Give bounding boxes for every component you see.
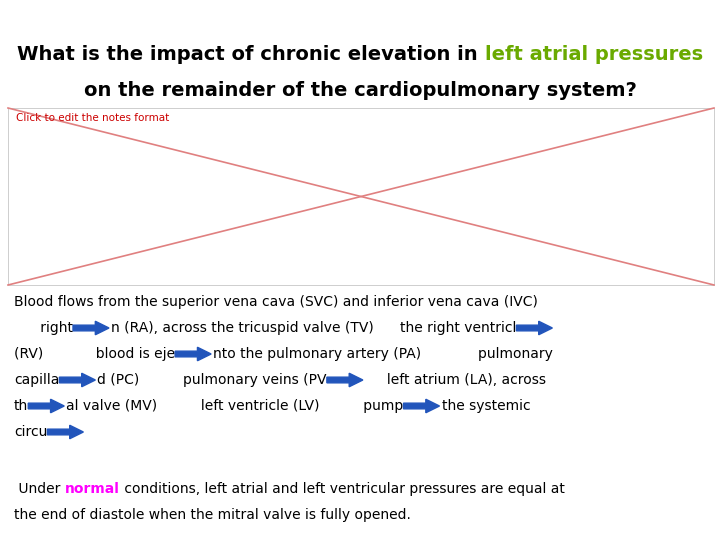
Text: capilla: capilla: [14, 373, 59, 387]
Bar: [8, 108, 714, 285]
Text: (RV)            blood is eje: (RV) blood is eje: [14, 347, 175, 361]
Text: th: th: [14, 399, 28, 413]
Text: normal: normal: [65, 482, 120, 496]
FancyArrow shape: [48, 426, 84, 438]
Text: What is the impact of chronic elevation in: What is the impact of chronic elevation …: [17, 45, 485, 64]
FancyArrow shape: [403, 399, 439, 413]
Text: al valve (MV)          left ventricle (LV)          pump: al valve (MV) left ventricle (LV) pump: [66, 399, 403, 413]
Text: the end of diastole when the mitral valve is fully opened.: the end of diastole when the mitral valv…: [14, 508, 411, 522]
FancyArrow shape: [59, 373, 95, 387]
FancyArrow shape: [73, 321, 109, 335]
FancyArrow shape: [175, 347, 211, 361]
FancyArrow shape: [516, 321, 552, 335]
Text: conditions, left atrial and left ventricular pressures are equal at: conditions, left atrial and left ventric…: [120, 482, 564, 496]
Text: on the remainder of the cardiopulmonary system?: on the remainder of the cardiopulmonary …: [84, 80, 636, 99]
Text: left atrium (LA), across: left atrium (LA), across: [365, 373, 546, 387]
FancyArrow shape: [327, 373, 363, 387]
Text: Blood flows from the superior vena cava (SVC) and inferior vena cava (IVC): Blood flows from the superior vena cava …: [14, 295, 538, 309]
Text: left atrial pressures: left atrial pressures: [485, 45, 703, 64]
Text: n (RA), across the tricuspid valve (TV)      the right ventricl: n (RA), across the tricuspid valve (TV) …: [111, 321, 516, 335]
FancyArrow shape: [28, 399, 64, 413]
Text: the systemic: the systemic: [441, 399, 530, 413]
Text: Click to edit the notes format: Click to edit the notes format: [16, 113, 169, 123]
Text: nto the pulmonary artery (PA)             pulmonary: nto the pulmonary artery (PA) pulmonary: [213, 347, 553, 361]
Text: circu: circu: [14, 425, 48, 439]
Text: d (PC)          pulmonary veins (PV: d (PC) pulmonary veins (PV: [97, 373, 327, 387]
Text: Under: Under: [14, 482, 65, 496]
Text: right: right: [14, 321, 73, 335]
